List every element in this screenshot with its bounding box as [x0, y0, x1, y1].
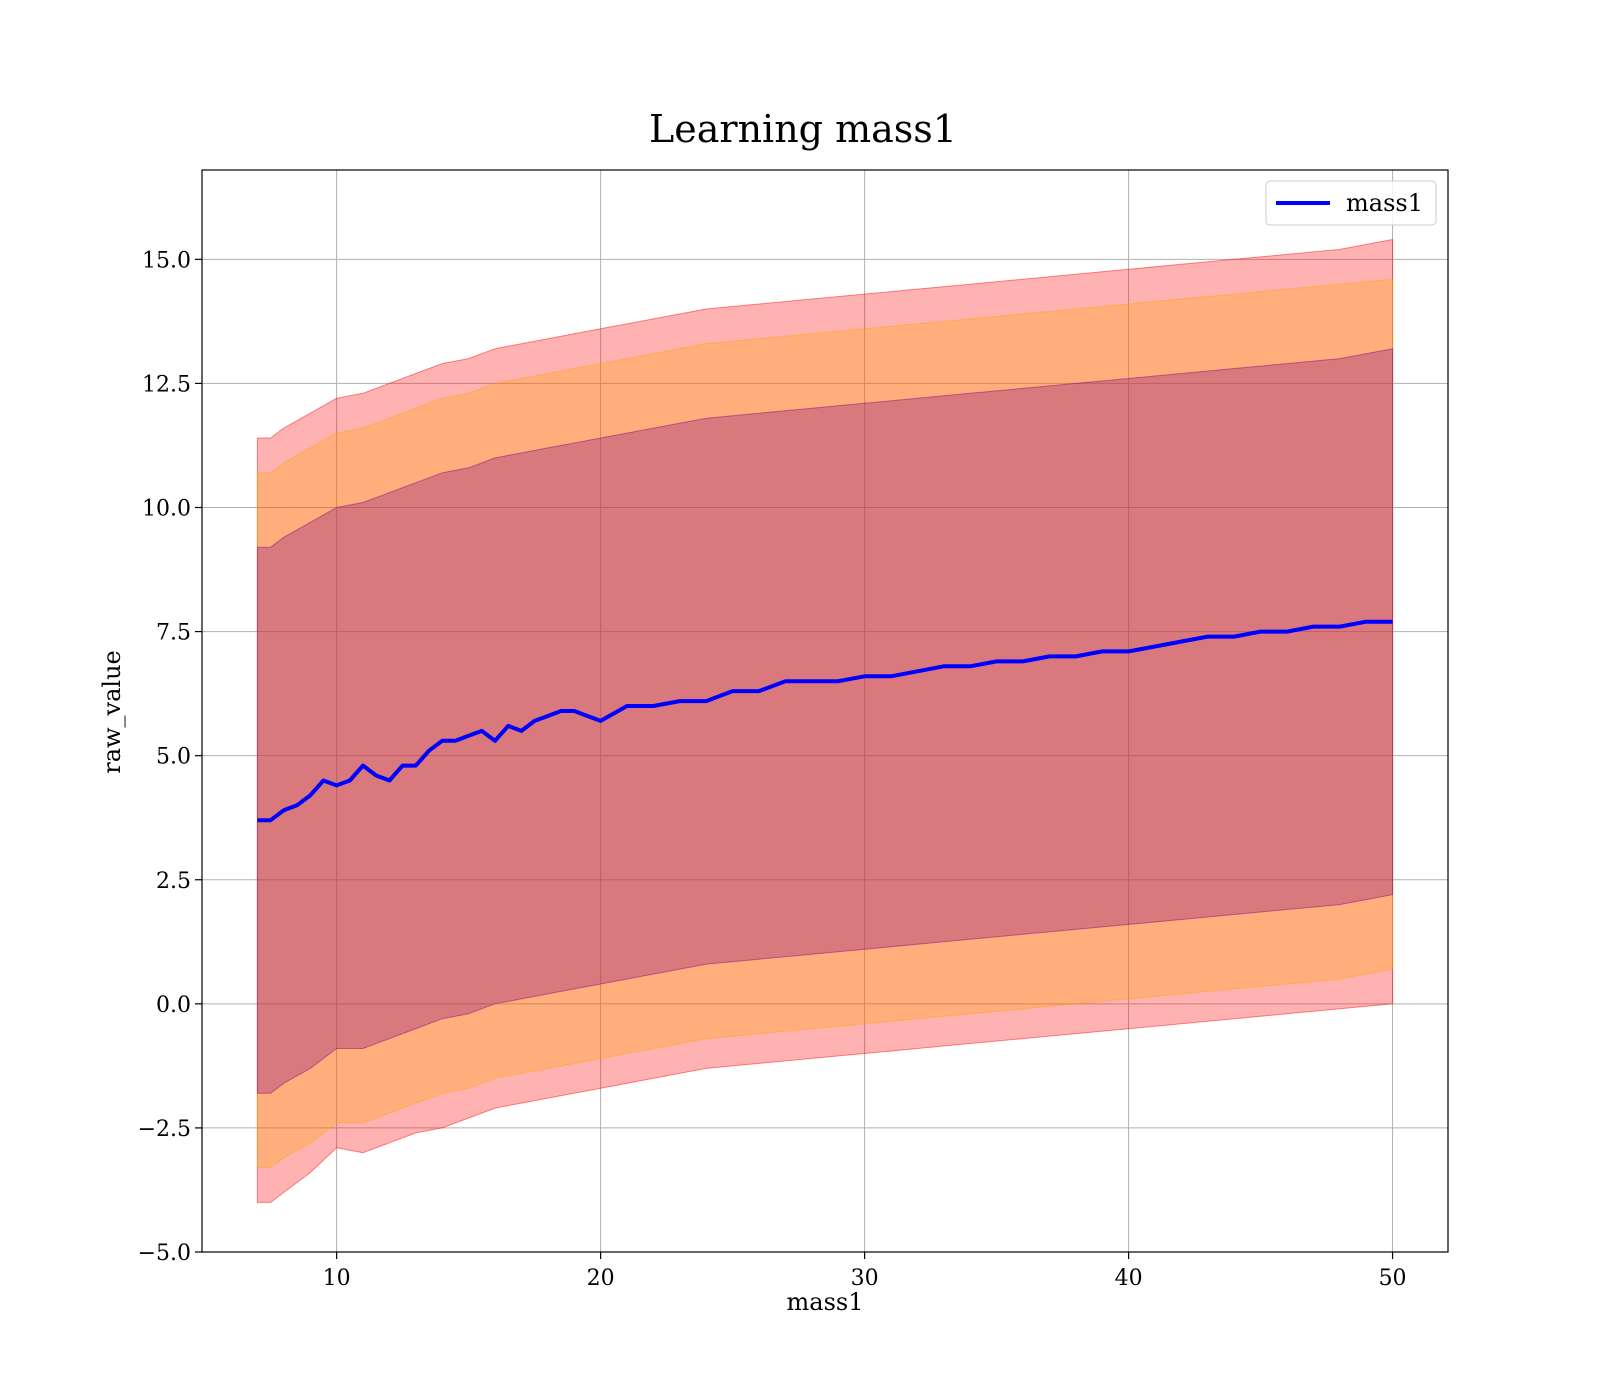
- x-axis-label: mass1: [787, 1288, 864, 1316]
- y-tick-label-7: 12.5: [142, 372, 191, 397]
- confidence-bands: [256, 238, 1394, 1203]
- series-line-0: [257, 619, 1393, 823]
- plot-frame: [201, 169, 1449, 1253]
- legend: mass1: [1265, 180, 1437, 226]
- y-tick-label-3: 2.5: [156, 869, 191, 894]
- y-tick-label-6: 10.0: [142, 497, 191, 522]
- x-tick-label-2: 30: [851, 1266, 879, 1291]
- x-ticks: 10 20 30 40 50: [323, 1252, 1407, 1291]
- y-axis-label: raw_value: [98, 650, 126, 774]
- y-ticks: −5.0 −2.5 0.0 2.5 5.0 7.5 10.0 12.5 15.0: [138, 248, 202, 1266]
- band-0: [256, 238, 1394, 1203]
- band-2: [256, 348, 1394, 1094]
- band-1: [256, 278, 1394, 1169]
- y-tick-label-4: 5.0: [156, 745, 191, 770]
- x-tick-label-0: 10: [323, 1266, 351, 1291]
- legend-label: mass1: [1346, 189, 1423, 217]
- x-tick-label-1: 20: [587, 1266, 615, 1291]
- y-tick-label-2: 0.0: [156, 993, 191, 1018]
- series-lines: [257, 619, 1393, 823]
- x-tick-label-3: 40: [1115, 1266, 1143, 1291]
- y-tick-label-5: 7.5: [156, 621, 191, 646]
- chart-title: Learning mass1: [649, 107, 957, 151]
- legend-box: [1265, 180, 1437, 226]
- y-tick-label-0: −5.0: [138, 1241, 191, 1266]
- y-tick-label-1: −2.5: [138, 1117, 191, 1142]
- x-tick-label-4: 50: [1379, 1266, 1407, 1291]
- y-tick-label-8: 15.0: [142, 248, 191, 273]
